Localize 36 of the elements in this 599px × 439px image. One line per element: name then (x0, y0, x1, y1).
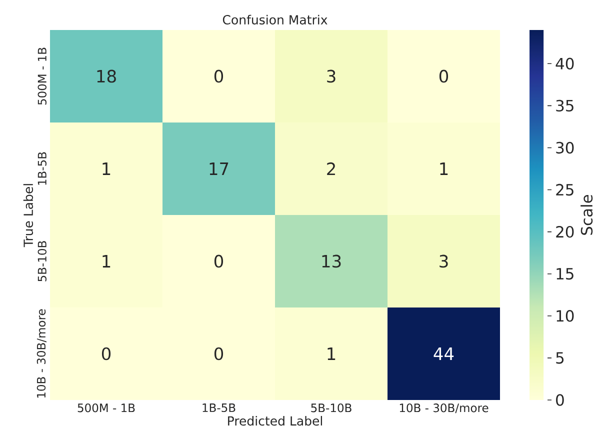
x-axis-title: Predicted Label (228, 416, 322, 426)
x-tick-label: 10B - 30B/more (400, 404, 488, 414)
x-tick-label: 1B-5B (202, 404, 236, 412)
color-bar-title: Scale (580, 194, 593, 235)
data-label: 0 (439, 70, 448, 83)
y-axis-title: True Label (23, 184, 34, 248)
color-bar-label: 30 (556, 142, 574, 154)
color-bar-label: 25 (556, 184, 574, 196)
x-tick-label: 500M - 1B (78, 404, 135, 412)
y-tick-label: 500M - 1B (38, 48, 46, 105)
data-label: 0 (214, 254, 224, 268)
color-bar-label: 15 (556, 268, 574, 280)
data-label: 13 (322, 254, 341, 268)
x-tick-label: 5B-10B (311, 404, 352, 412)
color-bar-label: 0 (556, 394, 564, 406)
data-label: 1 (328, 348, 336, 360)
data-label: 1 (440, 162, 448, 175)
color-bar-label: 35 (556, 100, 574, 112)
data-label: 18 (97, 70, 116, 83)
data-label: 0 (214, 347, 224, 360)
data-label: 1 (102, 162, 110, 175)
color-bar-label: 40 (556, 58, 574, 70)
data-label: 3 (440, 254, 448, 268)
color-bar-label: 10 (556, 310, 574, 322)
data-label: 17 (210, 162, 228, 175)
data-label: 3 (327, 70, 336, 83)
data-label: 0 (214, 70, 224, 83)
color-bar-label: 5 (556, 352, 564, 364)
data-label: 0 (102, 347, 111, 360)
data-label: 2 (327, 162, 335, 176)
chart-title: Confusion Matrix (222, 14, 328, 24)
y-tick-label: 5B-10B (38, 241, 46, 282)
color-bar-label: 20 (556, 226, 574, 238)
y-tick-label: 1B-5B (38, 152, 46, 185)
data-label: 44 (434, 348, 454, 360)
data-label: 1 (102, 255, 110, 268)
